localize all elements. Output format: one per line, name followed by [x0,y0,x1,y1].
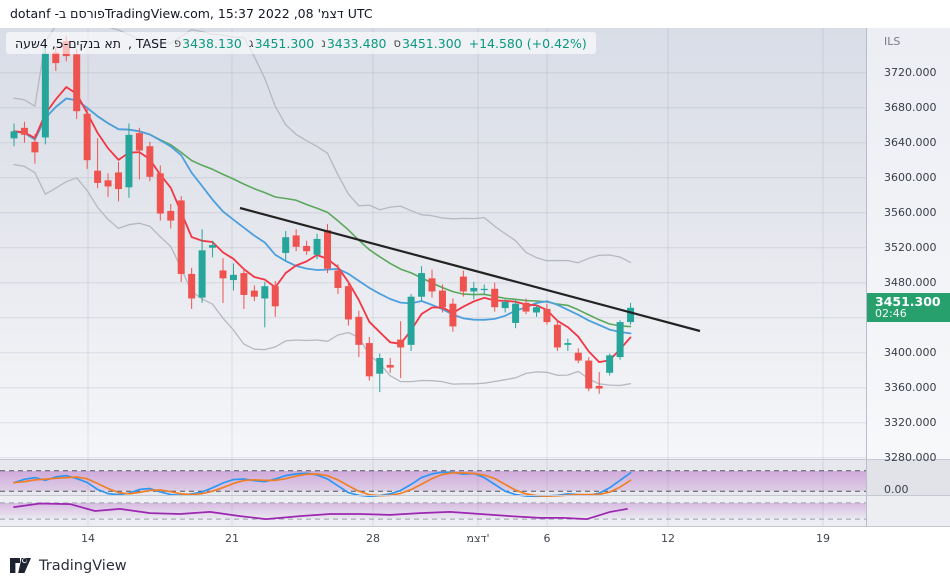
momentum-axis-section[interactable] [866,496,950,526]
last-price-badge: 3451.300 02:46 [867,293,950,323]
time-tick-label: 14 [81,532,95,545]
time-tick-label: 6 [543,532,551,545]
change-label: +14.580 (+0.42%) [468,35,587,51]
tradingview-logo-icon [10,558,31,573]
time-tick-label: 19 [816,532,830,545]
last-price-value: 3451.300 [875,294,941,310]
price-tick-label: 3720.000 [884,65,937,79]
momentum-shaded-band [0,502,866,520]
stochastic-shaded-band [0,470,866,492]
ohlc-field: ס 3451.300 [393,35,462,51]
publish-info-part: 2022 ,08 [257,6,314,21]
ohlc-field: פ 3438.130 [173,35,242,51]
chart-legend: תא בנקים-5, 4שעה , TASE פ 3438.130 ג 3451.30… [6,32,596,54]
indicator-zero-label: 0.00 [884,483,909,496]
ohlc-field: נ 3433.480 [321,35,387,51]
tradingview-brand-text: TradingView [39,557,127,574]
price-tick-label: 3400.000 [884,345,937,359]
currency-label: ILS [884,35,901,48]
stochastic-panel[interactable] [0,460,866,496]
publish-info-part: TradingView.com, [104,6,214,21]
price-tick-label: 3560.000 [884,205,937,219]
stochastic-axis-section[interactable] [866,460,950,496]
time-tick-label: דצמ' [466,532,490,545]
ohlc-field: ג 3451.300 [248,35,315,51]
main-chart-pane[interactable] [0,28,866,460]
exchange-label: , TASE [127,35,167,51]
footer-bar [0,554,950,587]
momentum-panel[interactable] [0,496,866,526]
price-tick-label: 3520.000 [884,240,937,254]
price-tick-label: 3680.000 [884,100,937,114]
price-tick-label: 3480.000 [884,275,937,289]
tradingview-brand-link[interactable]: TradingView [10,557,127,574]
publish-info-part: פורסם ב- [54,6,105,21]
time-tick-label: 28 [366,532,380,545]
bar-countdown: 02:46 [875,307,907,321]
published-header-bar: dotanf פורסם ב-TradingView.com, 15:37 2022 … [0,0,950,28]
price-tick-label: 3360.000 [884,380,937,394]
price-tick-label: 3280.000 [884,450,937,464]
publish-info-part: דצמ' [317,6,344,21]
price-tick-label: 3320.000 [884,415,937,429]
publish-info-part: dotanf [10,6,51,21]
price-tick-label: 3640.000 [884,135,937,149]
time-tick-label: 21 [225,532,239,545]
publish-info-part: 15:37 [217,6,254,21]
symbol-name-label[interactable]: תא בנקים-5, 4שעה [15,35,121,51]
time-tick-label: 12 [661,532,675,545]
publish-info-text: dotanf פורסם ב-TradingView.com, 15:37 2022 … [10,6,377,21]
price-axis[interactable] [866,28,950,460]
publish-info-part: UTC [347,6,373,21]
price-tick-label: 3600.000 [884,170,937,184]
